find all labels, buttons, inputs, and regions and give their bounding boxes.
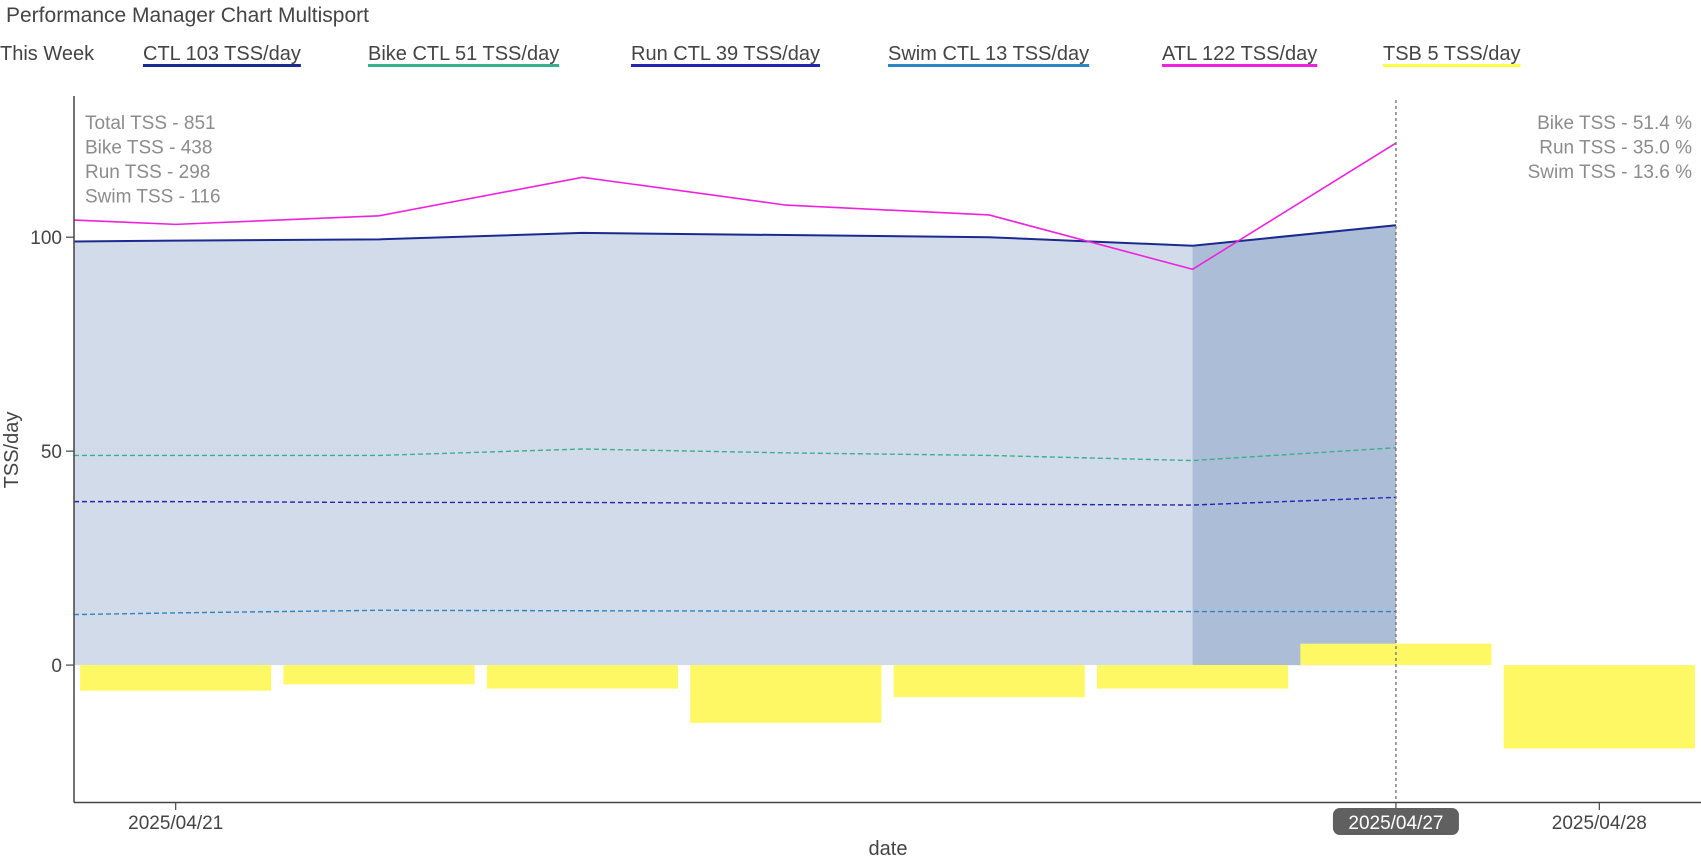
x-tick-label: 2025/04/28 [1552, 813, 1647, 834]
legend: CTL 103 TSS/day Bike CTL 51 TSS/day Run CT… [143, 43, 1521, 67]
tsb-bar [283, 665, 475, 685]
stat-left-3: Swim TSS - 116 [85, 187, 221, 208]
stat-left-0: Total TSS - 851 [85, 113, 216, 134]
week-label: This Week [0, 43, 95, 65]
legend-swatch-4 [1162, 64, 1318, 67]
tsb-bar [690, 665, 882, 723]
atl-line [73, 142, 1397, 271]
y-tick-label: 100 [30, 228, 62, 249]
ctl-area [74, 225, 1396, 666]
chart-title: Performance Manager Chart Multisport [6, 4, 369, 27]
legend-label-4: ATL 122 TSS/day [1162, 43, 1317, 65]
y-tick-label: 50 [41, 442, 62, 463]
legend-swatch-2 [631, 64, 820, 67]
x-axis-title: date [869, 838, 908, 860]
legend-label-1: Bike CTL 51 TSS/day [368, 43, 559, 65]
legend-label-2: Run CTL 39 TSS/day [631, 43, 820, 65]
ctl-area-current [1192, 225, 1396, 666]
stat-right-1: Run TSS - 35.0 % [1539, 138, 1692, 159]
x-tick-highlight [1332, 808, 1459, 835]
y-axis-title: TSS/day [1, 412, 23, 489]
stat-left-1: Bike TSS - 438 [85, 138, 212, 159]
bike-ctl-line [74, 447, 1396, 462]
stat-right-0: Bike TSS - 51.4 % [1537, 113, 1692, 134]
stats-right-panel: Bike TSS - 51.4 % Run TSS - 35.0 % Swim TS… [1528, 113, 1692, 183]
swim-ctl-line [73, 609, 1396, 616]
tsb-bar [893, 665, 1085, 698]
ctl-line [73, 224, 1397, 247]
legend-swatch-3 [888, 64, 1090, 67]
legend-label-3: Swim CTL 13 TSS/day [888, 43, 1089, 65]
stat-left-2: Run TSS - 298 [85, 162, 210, 183]
tsb-bar [1503, 665, 1695, 749]
legend-swatch-0 [143, 64, 301, 67]
legend-swatch-1 [368, 64, 560, 67]
tsb-bar [486, 665, 679, 689]
tsb-bar [1096, 665, 1289, 689]
run-ctl-line [74, 496, 1396, 506]
stat-right-2: Swim TSS - 13.6 % [1528, 162, 1692, 183]
legend-label-0: CTL 103 TSS/day [143, 43, 301, 65]
plot-area: 0 50 100 2025/04/21 2025/04/27 2025/04/28 [30, 96, 1701, 835]
y-tick-label: 0 [51, 656, 62, 677]
legend-swatch-5 [1383, 64, 1521, 67]
stats-left-panel: Total TSS - 851 Bike TSS - 438 Run TSS - 2… [85, 113, 221, 208]
x-tick-label: 2025/04/21 [128, 813, 223, 834]
legend-label-5: TSB 5 TSS/day [1383, 43, 1520, 65]
x-tick-label-highlighted: 2025/04/27 [1348, 813, 1443, 834]
tsb-bar [80, 665, 272, 691]
